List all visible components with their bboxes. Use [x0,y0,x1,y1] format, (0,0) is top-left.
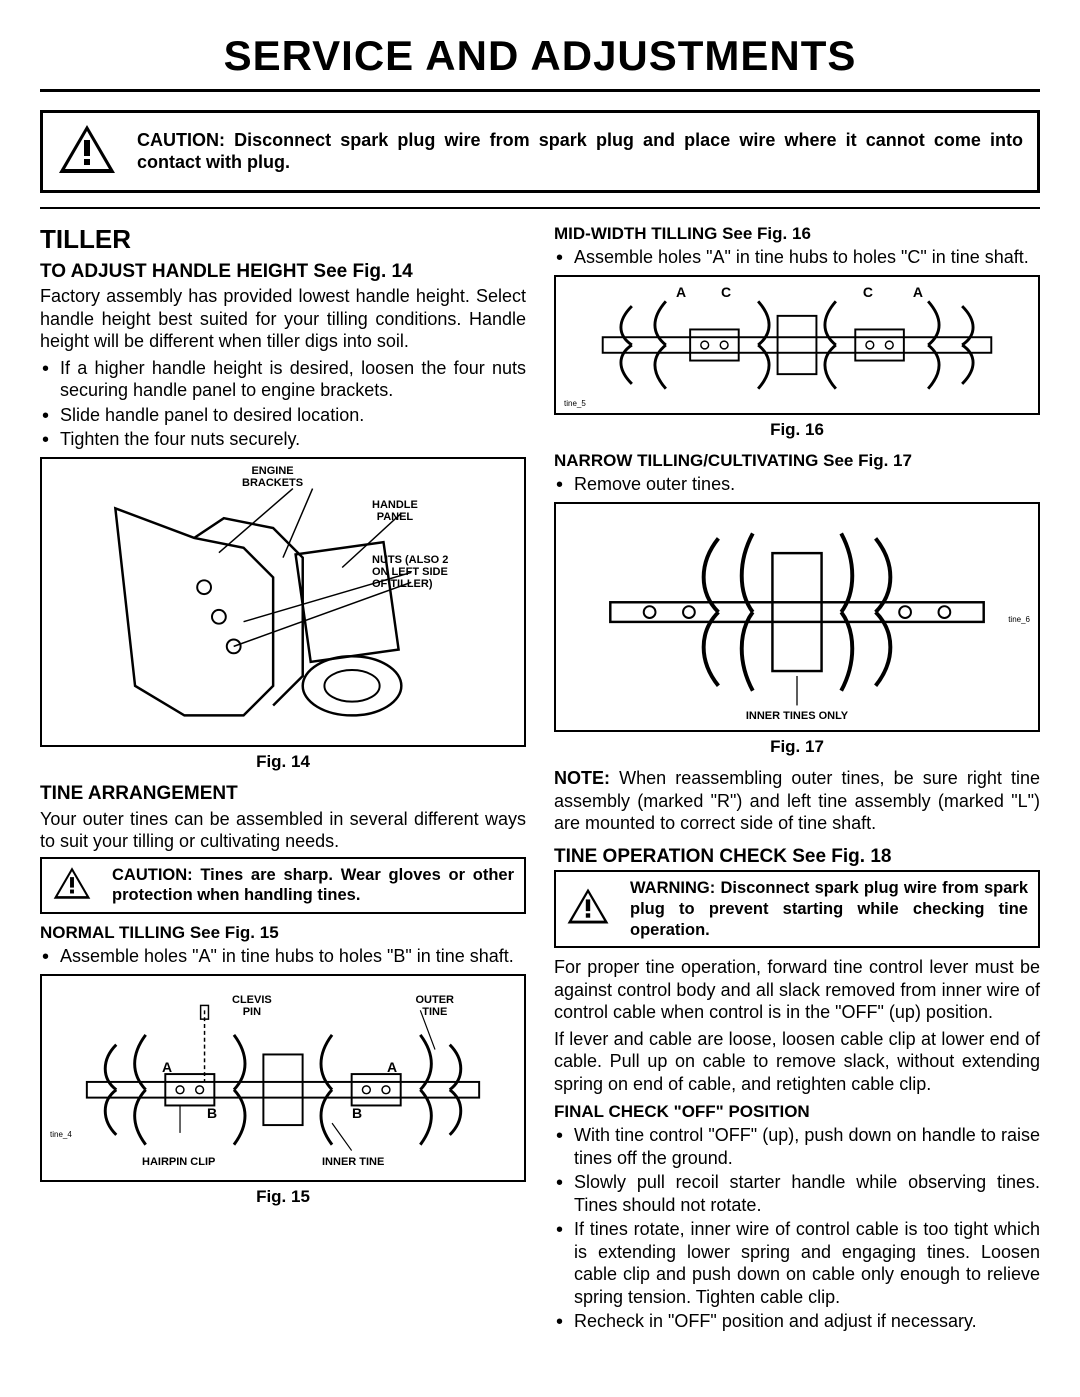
caution-text: CAUTION: Disconnect spark plug wire from… [137,129,1023,174]
label-A: A [913,285,923,300]
section-tiller: TILLER [40,223,526,256]
fig16-caption: Fig. 16 [554,419,1040,440]
list-item: Tighten the four nuts securely. [60,428,526,451]
right-column: MID-WIDTH TILLING See Fig. 16 Assemble h… [554,223,1040,1339]
reassembly-note: NOTE: When reassembling outer tines, be … [554,767,1040,835]
warning-icon [52,866,92,906]
fig15-caption: Fig. 15 [40,1186,526,1207]
mid-width-title: MID-WIDTH TILLING See Fig. 16 [554,223,1040,244]
label-inner-tines-only: INNER TINES ONLY [556,710,1038,722]
label-engine-brackets: ENGINEBRACKETS [242,465,303,489]
tine-arrangement-para: Your outer tines can be assembled in sev… [40,808,526,853]
label-tine6: tine_6 [1008,616,1030,625]
label-C: C [863,285,873,300]
left-column: TILLER TO ADJUST HANDLE HEIGHT See Fig. … [40,223,526,1339]
list-item: Slowly pull recoil starter handle while … [574,1171,1040,1216]
warning-box: WARNING: Disconnect spark plug wire from… [554,870,1040,948]
warning-icon [57,123,117,181]
list-item: Slide handle panel to desired location. [60,404,526,427]
rule-top [40,89,1040,92]
page-title: SERVICE AND ADJUSTMENTS [40,30,1040,83]
label-clevis-pin: CLEVISPIN [232,994,272,1018]
label-hairpin-clip: HAIRPIN CLIP [142,1156,215,1168]
label-B-right: B [352,1106,362,1121]
list-item: If a higher handle height is desired, lo… [60,357,526,402]
label-B-left: B [207,1106,217,1121]
warning-text: WARNING: Disconnect spark plug wire from… [630,878,1028,940]
figure-15-box: CLEVISPIN OUTERTINE A A B B HAIRPIN CLIP… [40,974,526,1182]
normal-tilling-title: NORMAL TILLING See Fig. 15 [40,922,526,943]
label-inner-tine: INNER TINE [322,1156,384,1168]
list-item: If tines rotate, inner wire of control c… [574,1218,1040,1308]
caution-tines-box: CAUTION: Tines are sharp. Wear gloves or… [40,857,526,914]
list-item: Recheck in "OFF" position and adjust if … [574,1310,1040,1333]
operation-para-2: If lever and cable are loose, loosen cab… [554,1028,1040,1096]
list-item: With tine control "OFF" (up), push down … [574,1124,1040,1169]
label-tine5: tine_5 [564,400,586,409]
list-item: Remove outer tines. [574,473,1040,496]
fig17-caption: Fig. 17 [554,736,1040,757]
label-handle-panel: HANDLEPANEL [372,499,418,523]
final-check-title: FINAL CHECK "OFF" POSITION [554,1101,1040,1122]
figure-16-box: A C C A tine_5 [554,275,1040,415]
label-outer-tine: OUTERTINE [416,994,455,1018]
figure-14-box: ENGINEBRACKETS HANDLEPANEL NUTS (ALSO 2O… [40,457,526,747]
tine-arrangement-title: TINE ARRANGEMENT [40,782,526,806]
label-nuts: NUTS (ALSO 2ON LEFT SIDEOF TILLER) [372,554,448,590]
list-item: Assemble holes "A" in tine hubs to holes… [60,945,526,968]
final-check-list: With tine control "OFF" (up), push down … [554,1124,1040,1333]
figure-17-box: INNER TINES ONLY tine_6 [554,502,1040,732]
rule-mid [40,207,1040,209]
mid-width-list: Assemble holes "A" in tine hubs to holes… [554,246,1040,269]
label-C: C [721,285,731,300]
figure-16-svg [556,277,1038,413]
content-columns: TILLER TO ADJUST HANDLE HEIGHT See Fig. … [40,223,1040,1339]
label-A: A [676,285,686,300]
warning-icon [566,887,610,931]
adjust-handle-title: TO ADJUST HANDLE HEIGHT See Fig. 14 [40,260,526,284]
label-A-left: A [162,1060,172,1075]
label-A-right: A [387,1060,397,1075]
fig14-caption: Fig. 14 [40,751,526,772]
list-item: Assemble holes "A" in tine hubs to holes… [574,246,1040,269]
caution-tines-text: CAUTION: Tines are sharp. Wear gloves or… [112,865,514,906]
top-caution-box: CAUTION: Disconnect spark plug wire from… [40,110,1040,194]
tine-operation-title: TINE OPERATION CHECK See Fig. 18 [554,845,1040,869]
figure-17-svg [556,504,1038,730]
adjust-handle-list: If a higher handle height is desired, lo… [40,357,526,451]
operation-para-1: For proper tine operation, forward tine … [554,956,1040,1024]
narrow-list: Remove outer tines. [554,473,1040,496]
adjust-handle-para: Factory assembly has provided lowest han… [40,285,526,353]
normal-tilling-list: Assemble holes "A" in tine hubs to holes… [40,945,526,968]
narrow-title: NARROW TILLING/CULTIVATING See Fig. 17 [554,450,1040,471]
label-tine4: tine_4 [50,1131,72,1140]
figure-14-svg [42,459,524,745]
note-text: When reassembling outer tines, be sure r… [554,768,1040,833]
